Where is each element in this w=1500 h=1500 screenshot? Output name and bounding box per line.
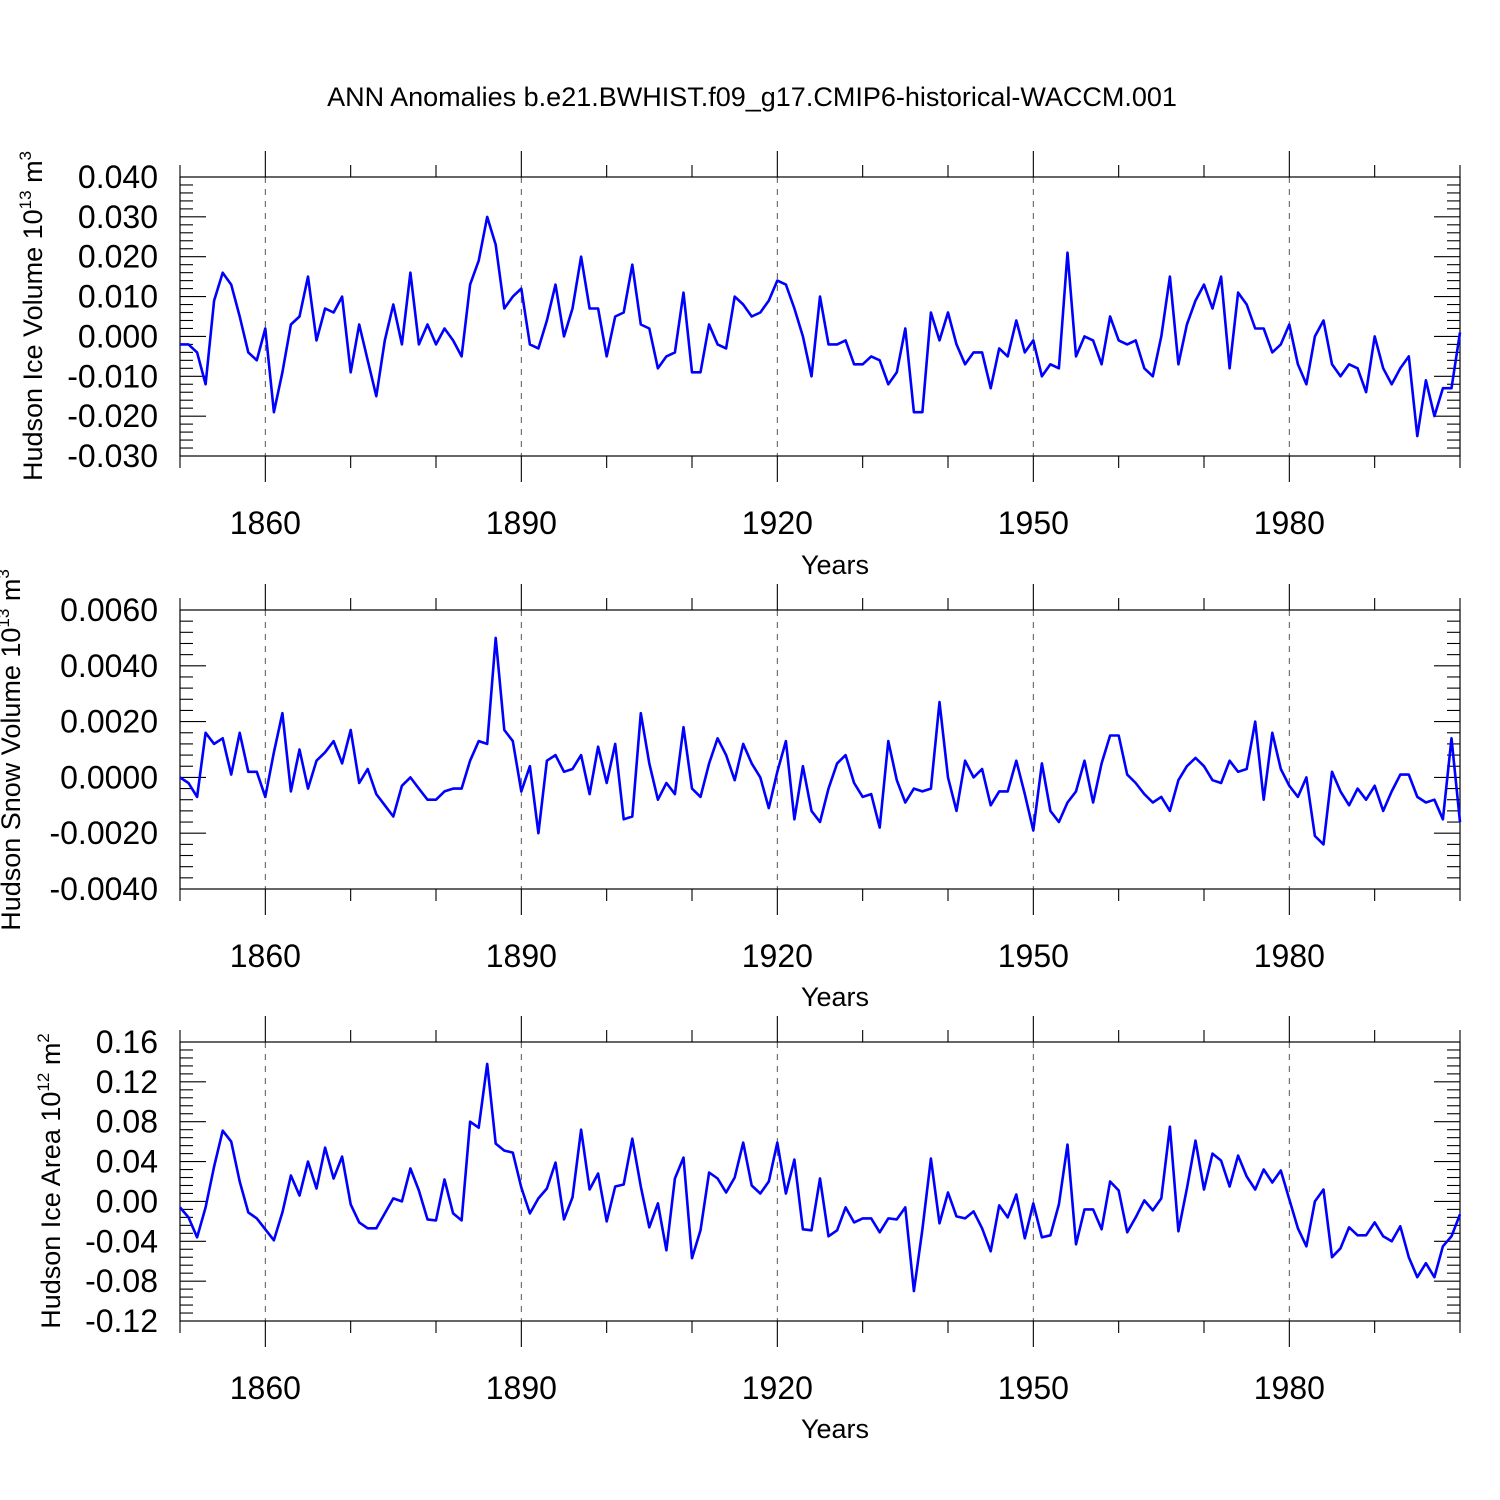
y-tick-label: -0.0040 bbox=[49, 871, 158, 907]
x-tick-label: 1890 bbox=[486, 1370, 557, 1406]
y-tick-label: -0.030 bbox=[67, 438, 158, 474]
y-tick-label: -0.04 bbox=[85, 1223, 158, 1259]
plot-frame bbox=[179, 1041, 1461, 1322]
y-axis-title-exponent: 13 bbox=[16, 190, 35, 209]
x-tick-label: 1980 bbox=[1254, 505, 1325, 541]
plot-frame bbox=[179, 176, 1461, 457]
x-tick-label: 1920 bbox=[742, 1370, 813, 1406]
y-axis-title-main: Hudson Ice Area 10 bbox=[36, 1092, 66, 1329]
panel-snow-volume: Years Hudson Snow Volume 1013 m3 1860 189… bbox=[0, 569, 1462, 1012]
x-axis-title: Years bbox=[801, 982, 869, 1012]
x-tick-label: 1980 bbox=[1254, 938, 1325, 974]
y-tick-label: 0.0000 bbox=[60, 759, 158, 795]
x-axis-title: Years bbox=[801, 550, 869, 580]
y-axis-title-exponent: 12 bbox=[34, 1073, 53, 1092]
y-axis-title-unit-exponent: 3 bbox=[16, 151, 35, 160]
y-tick-label: 0.0060 bbox=[60, 592, 158, 628]
y-tick-label: 0.000 bbox=[78, 318, 158, 354]
series-line-ice-area bbox=[179, 1062, 1462, 1293]
y-tick-label: 0.04 bbox=[96, 1144, 158, 1180]
x-tick-label: 1920 bbox=[742, 938, 813, 974]
y-tick-label: -0.12 bbox=[85, 1303, 158, 1339]
x-tick-label: 1890 bbox=[486, 938, 557, 974]
x-tick-label: 1860 bbox=[230, 1370, 301, 1406]
y-tick-label: 0.00 bbox=[96, 1183, 158, 1219]
y-tick-label: -0.010 bbox=[67, 358, 158, 394]
plot-frame bbox=[179, 609, 1461, 890]
y-axis-title: Hudson Ice Area 1012 m2 bbox=[34, 1033, 66, 1329]
y-axis-title-main: Hudson Ice Volume 10 bbox=[18, 209, 48, 481]
y-tick-label: 0.010 bbox=[78, 279, 158, 315]
y-axis-title-unit-exponent: 2 bbox=[34, 1033, 53, 1042]
y-tick-label: -0.0020 bbox=[49, 815, 158, 851]
y-axis-title: Hudson Snow Volume 1013 m3 bbox=[0, 569, 26, 931]
series-line-snow-volume bbox=[179, 636, 1462, 846]
panel-ice-area: Years Hudson Ice Area 1012 m2 1860 1890 19… bbox=[34, 1016, 1462, 1444]
y-axis-title: Hudson Ice Volume 1013 m3 bbox=[16, 151, 48, 481]
y-tick-label: 0.12 bbox=[96, 1064, 158, 1100]
x-tick-label: 1950 bbox=[998, 938, 1069, 974]
y-axis-title-unit-exponent: 3 bbox=[0, 569, 13, 578]
x-tick-label: 1920 bbox=[742, 505, 813, 541]
y-tick-label: 0.08 bbox=[96, 1104, 158, 1140]
y-tick-label: -0.020 bbox=[67, 398, 158, 434]
x-tick-label: 1860 bbox=[230, 938, 301, 974]
y-tick-label: 0.0040 bbox=[60, 648, 158, 684]
x-tick-label: 1950 bbox=[998, 505, 1069, 541]
y-tick-label: 0.020 bbox=[78, 239, 158, 275]
series-line-ice-volume bbox=[180, 215, 1462, 438]
y-axis-title-main: Hudson Snow Volume 10 bbox=[0, 628, 26, 931]
x-tick-label: 1890 bbox=[486, 505, 557, 541]
x-axis-title: Years bbox=[801, 1414, 869, 1444]
y-axis-title-unit: m bbox=[36, 1043, 66, 1073]
y-tick-label: -0.08 bbox=[85, 1263, 158, 1299]
y-tick-label: 0.0020 bbox=[60, 704, 158, 740]
y-tick-label: 0.040 bbox=[78, 159, 158, 195]
y-axis-title-unit: m bbox=[0, 579, 26, 609]
y-tick-label: 0.16 bbox=[96, 1024, 158, 1060]
figure-title: ANN Anomalies b.e21.BWHIST.f09_g17.CMIP6… bbox=[327, 82, 1177, 112]
x-tick-label: 1980 bbox=[1254, 1370, 1325, 1406]
x-tick-label: 1950 bbox=[998, 1370, 1069, 1406]
y-axis-title-unit: m bbox=[18, 160, 48, 190]
panel-ice-volume: Years Hudson Ice Volume 1013 m3 1860 1890… bbox=[16, 151, 1462, 580]
y-tick-label: 0.030 bbox=[78, 199, 158, 235]
x-tick-label: 1860 bbox=[230, 505, 301, 541]
y-axis-title-exponent: 13 bbox=[0, 609, 13, 628]
